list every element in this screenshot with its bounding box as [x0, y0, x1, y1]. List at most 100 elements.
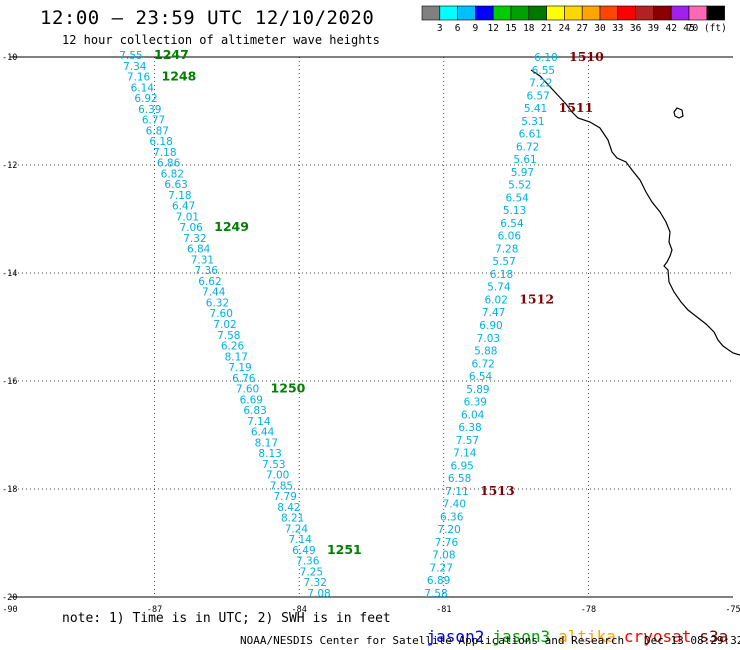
- wave-height-value: 7.11: [445, 486, 468, 498]
- wave-height-value: 6.82: [161, 168, 184, 180]
- wave-height-value: 7.58: [424, 588, 447, 600]
- wave-height-value: 6.04: [461, 409, 485, 421]
- color-scale-label: 9: [473, 23, 479, 34]
- wave-height-value: 5.57: [492, 256, 515, 268]
- color-swatch: [546, 5, 565, 21]
- wave-height-value: 6.26: [221, 341, 245, 353]
- wave-height-value: 7.47: [482, 307, 505, 319]
- wave-height-value: 7.08: [432, 550, 455, 562]
- pass-time-label: 1510: [569, 49, 604, 64]
- wave-height-value: 6.06: [498, 231, 522, 243]
- color-scale-label: 70 (ft): [687, 23, 727, 34]
- wave-height-value: 6.58: [448, 473, 471, 485]
- color-scale-label: 6: [455, 23, 461, 34]
- credit-line: NOAA/NESDIS Center for Satellite Applica…: [240, 634, 740, 647]
- pass-time-label: 1249: [214, 219, 249, 234]
- wave-height-value: 5.61: [513, 154, 536, 166]
- figure-subtitle: 12 hour collection of altimeter wave hei…: [62, 33, 380, 47]
- wave-height-value: 7.18: [168, 190, 191, 202]
- y-tick-label: -12: [2, 161, 17, 171]
- y-tick-label: -16: [2, 377, 17, 387]
- wave-height-value: 7.32: [183, 233, 206, 245]
- wave-height-value: 6.84: [187, 244, 211, 256]
- wave-height-value: 6.61: [519, 129, 542, 141]
- wave-height-value: 7.27: [430, 562, 453, 574]
- wave-height-value: 7.01: [176, 211, 199, 223]
- color-swatch: [706, 5, 725, 21]
- satellite-legend: jason2 jason3 altika cryosat s3a: [388, 608, 736, 650]
- wave-height-value: 6.89: [427, 575, 450, 587]
- wave-height-value: 8.17: [255, 437, 278, 449]
- wave-height-value: 7.19: [228, 362, 251, 374]
- wave-height-value: 6.14: [131, 82, 155, 94]
- wave-height-value: 7.28: [495, 243, 518, 255]
- wave-height-value: 6.62: [198, 276, 221, 288]
- color-scale-label: 27: [576, 23, 587, 34]
- color-swatch: [457, 5, 476, 21]
- wave-height-value: 5.41: [524, 103, 547, 115]
- footnote: note: 1) Time is in UTC; 2) SWH is in fe…: [62, 611, 391, 626]
- x-tick-label: -75: [725, 605, 740, 615]
- wave-height-value: 6.90: [479, 320, 502, 332]
- wave-height-value: 6.54: [505, 192, 529, 204]
- legend-altika: altika: [558, 627, 616, 646]
- wave-height-value: 6.47: [172, 201, 195, 213]
- wave-height-value: 6.57: [526, 90, 549, 102]
- color-swatch: [688, 5, 708, 21]
- pass-time-label: 1512: [519, 291, 554, 306]
- pass-time-label: 1251: [327, 542, 362, 557]
- wave-height-value: 7.34: [123, 61, 147, 73]
- figure-title: 12:00 – 23:59 UTC 12/10/2020: [40, 7, 375, 29]
- wave-height-value: 7.36: [195, 265, 219, 277]
- wave-height-value: 6.92: [134, 93, 157, 105]
- wave-height-value: 7.36: [296, 556, 320, 568]
- wave-height-value: 7.18: [153, 147, 176, 159]
- pass-time-label: 1247: [154, 47, 189, 62]
- wave-height-value: 6.83: [243, 405, 266, 417]
- wave-height-value: 8.17: [225, 351, 248, 363]
- wave-height-value: 8.42: [277, 502, 300, 514]
- wave-height-value: 7.14: [453, 448, 477, 460]
- color-scale-label: 30: [594, 23, 606, 34]
- wave-height-value: 6.10: [534, 52, 557, 64]
- wave-height-value: 6.39: [138, 104, 161, 116]
- wave-height-value: 7.85: [270, 480, 293, 492]
- pass-time-label: 1511: [559, 100, 594, 115]
- wave-height-value: 6.02: [485, 294, 508, 306]
- wave-height-value: 7.44: [202, 287, 226, 299]
- wave-height-value: 5.88: [474, 346, 497, 358]
- y-tick-label: -18: [2, 485, 17, 495]
- wave-height-value: 6.63: [164, 179, 187, 191]
- coastline: [530, 69, 740, 356]
- color-swatch: [421, 5, 441, 21]
- wave-height-value: 7.60: [210, 308, 233, 320]
- wave-height-value: 6.32: [206, 297, 229, 309]
- wave-height-value: 6.36: [440, 511, 464, 523]
- map-axis-labels: -90 -87 -84 -81 -78 -75 -10 -12 -14 -16 -18 -20: [2, 53, 740, 615]
- color-scale-label: 21: [541, 23, 553, 34]
- legend-jason2: jason2: [426, 627, 485, 646]
- color-scale-label: 39: [648, 23, 660, 34]
- x-tick-label: -84: [292, 605, 307, 615]
- wave-height-value: 6.69: [240, 394, 263, 406]
- wave-height-value: 6.54: [500, 218, 524, 230]
- pass-time-label: 1513: [480, 483, 515, 498]
- color-swatch: [510, 5, 530, 21]
- color-swatch: [617, 5, 636, 21]
- color-scale-label: 36: [630, 23, 642, 34]
- wave-height-value: 7.60: [236, 384, 259, 396]
- color-scale-label: 3: [437, 23, 443, 34]
- color-scale-label: 45: [683, 23, 694, 34]
- wave-height-value: 6.54: [469, 371, 493, 383]
- wave-height-value: 7.55: [119, 50, 142, 62]
- color-scale-label: 42: [665, 23, 676, 34]
- color-swatch: [670, 5, 690, 21]
- legend-jason3: jason3: [492, 627, 551, 646]
- pass-track-a: 7.557.347.166.146.926.396.776.876.187.18…: [119, 47, 361, 600]
- wave-height-value: 7.40: [443, 499, 466, 511]
- color-scale-label: 33: [612, 23, 623, 34]
- wave-height-value: 7.14: [247, 416, 271, 428]
- pass-time-label: 1250: [271, 381, 306, 396]
